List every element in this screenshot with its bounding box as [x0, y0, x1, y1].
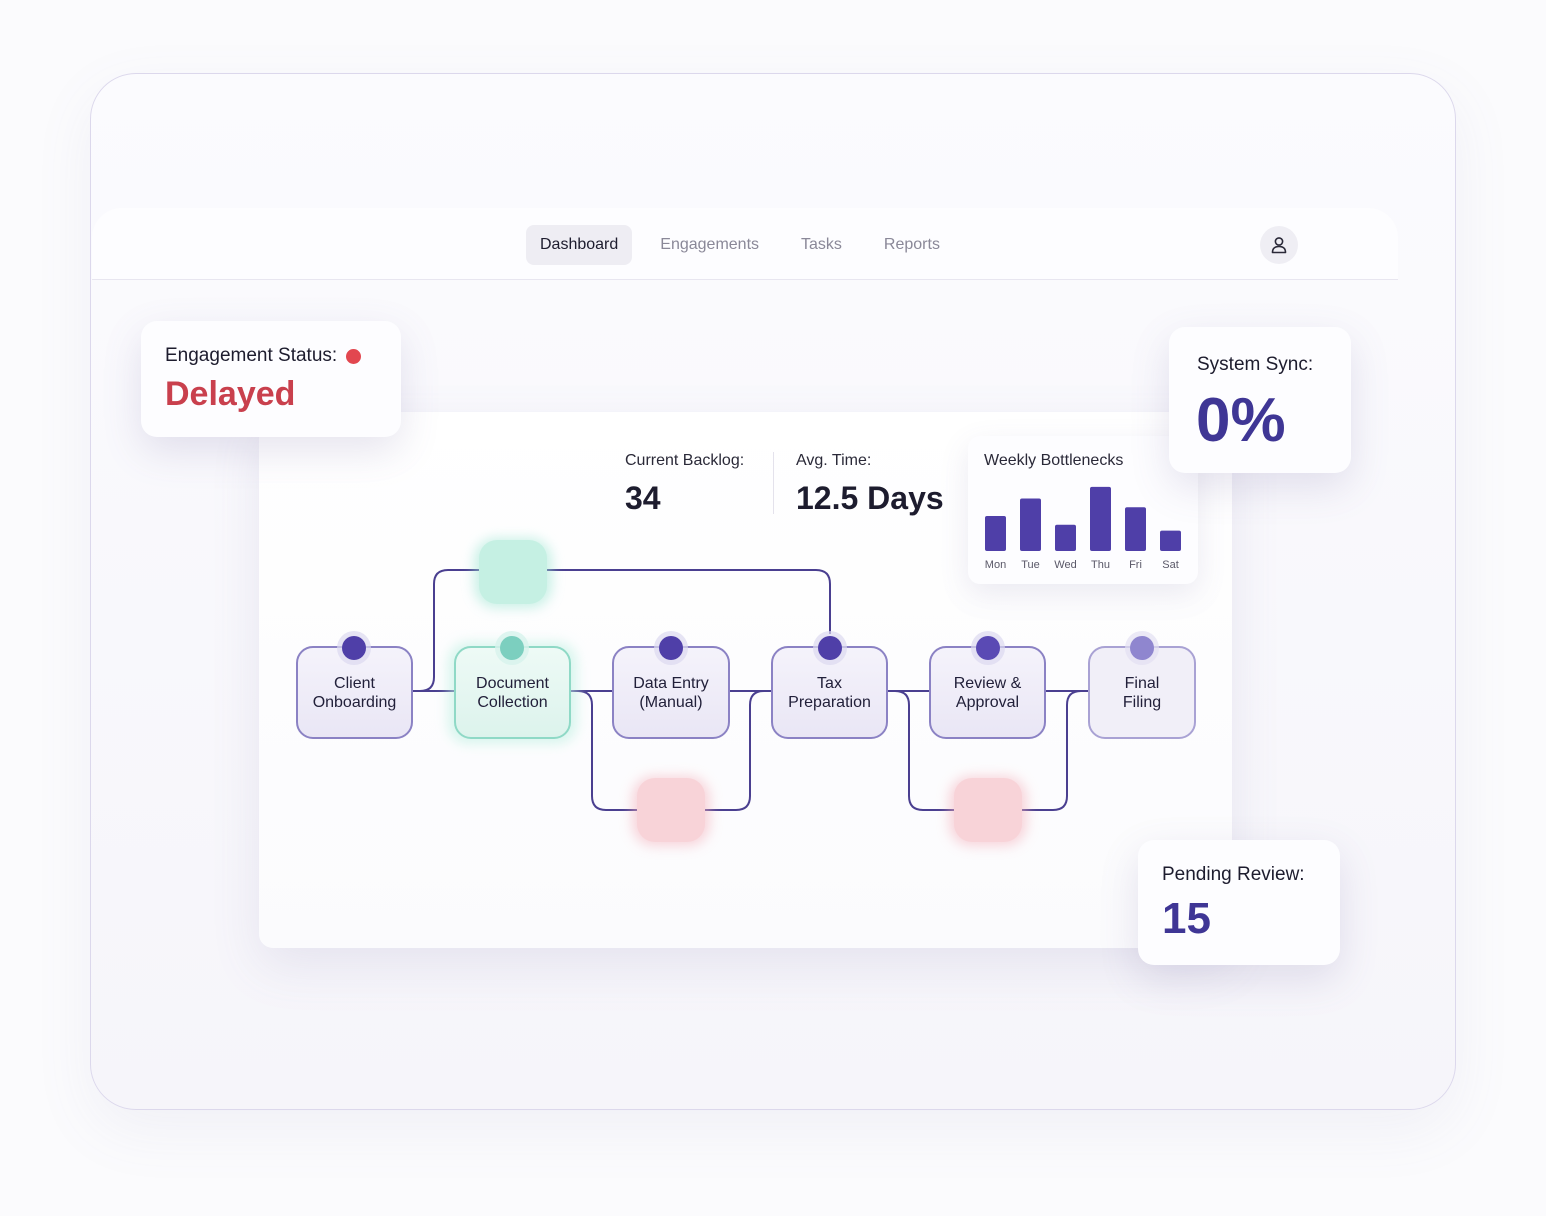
user-icon	[1271, 237, 1287, 254]
bar-tue	[1020, 498, 1041, 551]
step-label-line: (Manual)	[639, 694, 703, 711]
tab-engagements[interactable]: Engagements	[660, 236, 760, 253]
pending-review-card: Pending Review: 15	[1138, 840, 1340, 965]
bar-wed	[1055, 524, 1076, 551]
step-label-line: Client	[334, 675, 375, 692]
user-avatar-button[interactable]	[1260, 226, 1298, 264]
step-node-data-entry[interactable]	[612, 631, 730, 739]
backlog-value: 34	[625, 480, 661, 516]
step-node-review-approval[interactable]	[929, 631, 1046, 739]
main-tabs: Dashboard Engagements Tasks Reports	[526, 225, 968, 265]
bar-fri	[1125, 507, 1146, 551]
bar-mon	[985, 516, 1006, 551]
connector-loop2-in	[887, 690, 954, 811]
step-label-line: Collection	[477, 694, 548, 711]
bar-sat	[1160, 530, 1181, 551]
system-sync-value: 0%	[1196, 386, 1286, 455]
step-label-client-onboarding: Client Onboarding	[297, 674, 412, 712]
tick-label-sat: Sat	[1162, 559, 1179, 571]
step-node-client-onboarding[interactable]	[296, 631, 413, 739]
backlog-label: Current Backlog:	[625, 452, 745, 469]
pending-review-value: 15	[1162, 894, 1211, 943]
connector-loop1-in	[570, 690, 637, 811]
step-label-document-collection: Document Collection	[455, 674, 570, 712]
tick-label-thu: Thu	[1091, 559, 1110, 571]
step-label-line: Filing	[1122, 694, 1162, 711]
step-label-review-approval: Review & Approval	[930, 674, 1045, 712]
connector-bypass-out	[546, 569, 831, 634]
step-label-line: Preparation	[788, 694, 871, 711]
step-label-line: Data Entry	[633, 675, 709, 692]
tick-label-tue: Tue	[1021, 559, 1040, 571]
step-label-line: Final	[1124, 675, 1160, 692]
system-sync-label: System Sync:	[1197, 354, 1314, 375]
step-node-final-filing[interactable]	[1088, 631, 1196, 739]
system-sync-card: System Sync: 0%	[1169, 327, 1351, 473]
chart-title: Weekly Bottlenecks	[984, 452, 1124, 469]
bottleneck-node-2	[949, 776, 1027, 846]
avg-time-label: Avg. Time:	[796, 452, 872, 469]
engagement-status-card: Engagement Status: Delayed	[141, 321, 401, 437]
tick-label-mon: Mon	[985, 559, 1006, 571]
workflow-connectors	[412, 569, 1089, 811]
engagement-status-label-row: Engagement Status:	[165, 345, 362, 367]
bypass-node	[474, 538, 552, 608]
tab-reports[interactable]: Reports	[883, 236, 940, 253]
step-label-final-filing: Final Filing	[1089, 674, 1195, 712]
step-label-line: Review &	[953, 675, 1022, 692]
step-label-line: Approval	[955, 694, 1020, 711]
step-label-line: Tax	[817, 675, 842, 692]
tab-tasks[interactable]: Tasks	[801, 236, 842, 253]
weekly-bottlenecks-chart: Mon Tue Wed Thu Fri Sat	[985, 486, 1181, 571]
metric-divider	[773, 452, 774, 514]
step-node-tax-preparation[interactable]	[771, 631, 888, 739]
tick-label-wed: Wed	[1054, 559, 1076, 571]
pending-review-label: Pending Review:	[1162, 864, 1305, 885]
step-label-line: Document	[476, 675, 549, 692]
step-label-line: Onboarding	[312, 694, 397, 711]
status-indicator-dot	[346, 348, 362, 364]
step-label-data-entry: Data Entry (Manual)	[613, 674, 729, 712]
tick-label-fri: Fri	[1129, 559, 1142, 571]
top-navigation-bar	[92, 208, 1398, 280]
weekly-bottlenecks-card: Weekly Bottlenecks Mon Tue Wed Thu Fri Sat	[968, 436, 1198, 584]
step-label-tax-preparation: Tax Preparation	[772, 674, 887, 712]
bottleneck-node-1	[632, 776, 710, 846]
engagement-status-label: Engagement Status:	[165, 345, 338, 366]
engagement-status-value: Delayed	[165, 375, 296, 413]
tab-dashboard[interactable]: Dashboard	[526, 225, 633, 265]
step-node-document-collection[interactable]	[448, 631, 577, 744]
avg-time-value: 12.5 Days	[796, 480, 944, 516]
bar-thu	[1090, 486, 1111, 551]
